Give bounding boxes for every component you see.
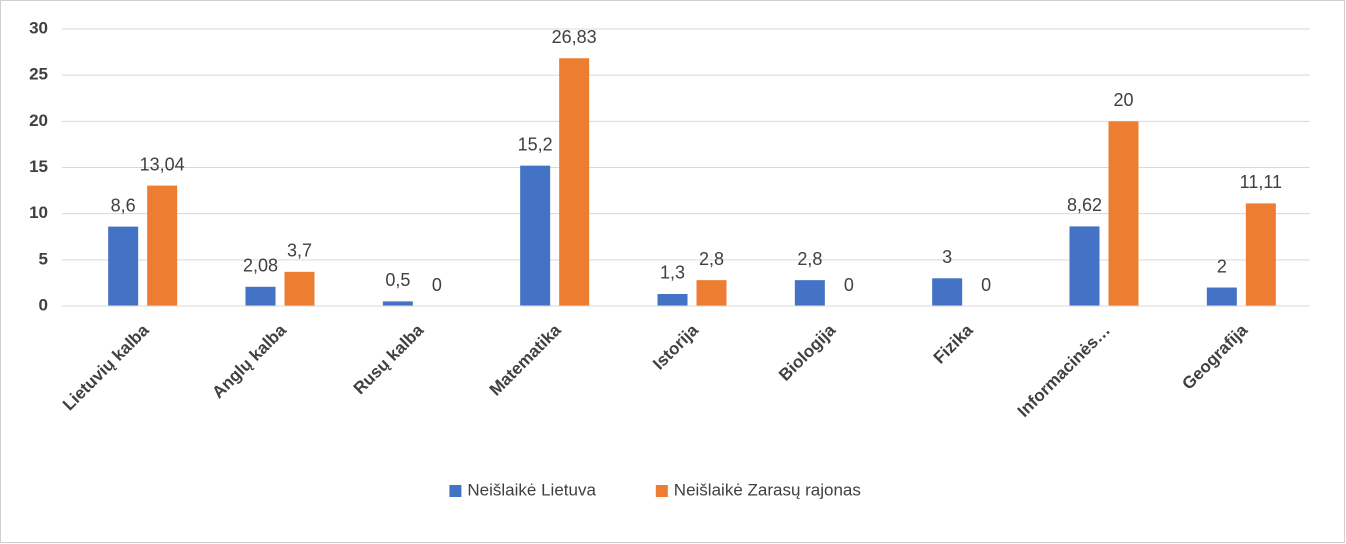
- y-tick-label: 30: [29, 18, 48, 37]
- legend-swatch: [655, 485, 668, 497]
- bar: [108, 226, 139, 306]
- value-label: 1,3: [660, 263, 685, 283]
- value-label: 2,8: [699, 249, 724, 269]
- bar: [932, 278, 963, 306]
- bar: [382, 301, 413, 306]
- bar: [1069, 226, 1100, 306]
- value-label: 0: [432, 275, 442, 295]
- bar: [794, 280, 825, 306]
- legend-swatch: [449, 485, 462, 497]
- y-tick-label: 5: [39, 249, 48, 268]
- bar: [1206, 287, 1237, 306]
- bar: [147, 185, 178, 306]
- value-label: 8,6: [111, 195, 136, 215]
- y-tick-label: 10: [29, 203, 48, 222]
- y-tick-label: 0: [39, 295, 48, 314]
- value-label: 0,5: [385, 270, 410, 290]
- bar: [1245, 203, 1276, 306]
- value-label: 13,04: [140, 154, 185, 174]
- value-label: 0: [981, 275, 991, 295]
- bar: [245, 286, 276, 306]
- bar: [284, 271, 315, 306]
- value-label: 26,83: [552, 27, 597, 47]
- y-tick-label: 25: [29, 65, 48, 84]
- legend-label: Neišlaikė Zarasų rajonas: [674, 480, 861, 499]
- y-tick-label: 20: [29, 111, 48, 130]
- value-label: 3,7: [287, 241, 312, 261]
- y-tick-label: 15: [29, 157, 48, 176]
- bar: [657, 293, 688, 306]
- bar: [696, 280, 727, 306]
- value-label: 11,11: [1240, 172, 1282, 192]
- value-label: 2: [1217, 256, 1227, 276]
- value-label: 8,62: [1067, 195, 1102, 215]
- value-label: 2,08: [243, 256, 278, 276]
- bar: [520, 165, 551, 306]
- value-label: 0: [844, 275, 854, 295]
- bar: [559, 58, 590, 306]
- bar: [1108, 121, 1139, 306]
- legend-label: Neišlaikė Lietuva: [467, 480, 596, 499]
- value-label: 3: [942, 247, 952, 267]
- value-label: 20: [1113, 90, 1133, 110]
- value-label: 2,8: [797, 249, 822, 269]
- value-label: 15,2: [518, 134, 553, 154]
